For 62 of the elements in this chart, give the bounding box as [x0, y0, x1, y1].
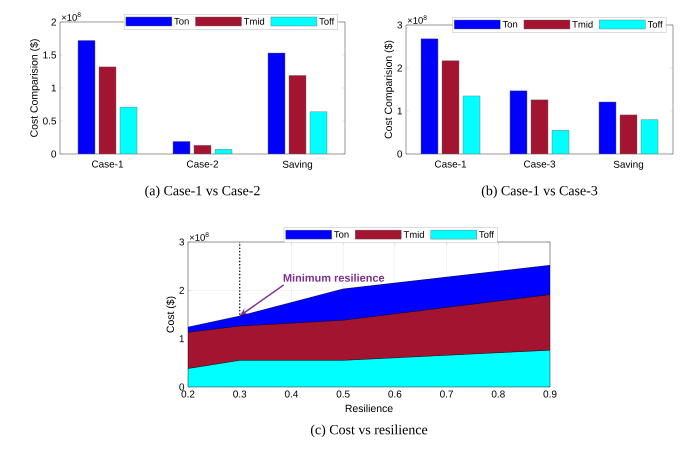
bar — [530, 100, 548, 154]
text: (b) Case-1 vs Case-3 — [482, 186, 598, 198]
y-tick-label: 0 — [397, 150, 402, 158]
bar — [268, 52, 286, 154]
text: ×10$^{8}$ — [190, 232, 209, 241]
x-tick-label: 0.9 — [543, 390, 556, 398]
y-axis-title: Cost Comparision ($) — [30, 39, 40, 137]
y-axis-title: Cost Comparision ($) — [384, 40, 394, 138]
y-tick-label: 0.5 — [43, 117, 56, 125]
y-tick-label: 3 — [397, 21, 402, 29]
y-tick-label: 1 — [398, 108, 402, 114]
y-tick-label: 0 — [179, 383, 184, 391]
y-tick-label: 3 — [179, 238, 184, 246]
x-tick-label: Case-2 — [186, 160, 218, 168]
legend-label: Ton — [334, 231, 349, 238]
x-tick-label: Case-3 — [524, 160, 556, 168]
bar — [420, 38, 438, 154]
text: ×10$^{8}$ — [408, 15, 427, 24]
y-axis-title: Cost ($) — [166, 296, 176, 333]
legend-label: Ton — [174, 18, 189, 25]
legend-label: Tmid — [404, 230, 424, 238]
x-tick-label: 0.8 — [492, 390, 505, 398]
bar — [120, 106, 138, 154]
legend-label: Tmid — [572, 20, 593, 28]
bar — [552, 130, 570, 154]
x-tick-label: 0.6 — [388, 390, 402, 398]
text: ×10$^{8}$ — [62, 12, 81, 21]
y-tick-label: 2 — [51, 18, 56, 26]
y-tick-label: 1 — [180, 335, 184, 342]
x-tick-label: 0.4 — [284, 390, 298, 398]
x-tick-label: 0.7 — [440, 390, 454, 398]
text: (c) Cost vs resilience — [310, 424, 428, 438]
y-tick-label: 1 — [52, 84, 56, 92]
legend-label: Toff — [319, 18, 334, 25]
x-tick-label: Case-1 — [92, 160, 124, 168]
text: (a) Case-1 vs Case-2 — [145, 186, 260, 198]
legend-label: Toff — [648, 20, 663, 28]
x-axis-title: Resilience — [346, 404, 393, 412]
bar — [510, 90, 528, 154]
bar — [288, 75, 306, 154]
bar — [98, 66, 116, 154]
y-tick-label: 2 — [397, 64, 402, 72]
y-tick-label: 1.5 — [43, 52, 56, 58]
bar — [640, 119, 658, 154]
x-tick-label: 0.2 — [181, 390, 194, 398]
bar — [78, 40, 96, 154]
x-tick-label: Saving — [614, 160, 644, 170]
x-tick-label: 0.5 — [336, 390, 350, 398]
legend-label: Ton — [502, 20, 518, 28]
bar — [442, 60, 460, 154]
legend-label: Toff — [479, 230, 494, 238]
bar — [310, 112, 328, 154]
x-tick-label: Case-1 — [434, 160, 466, 168]
bar — [462, 96, 480, 154]
x-tick-label: Saving — [282, 160, 312, 170]
x-tick-label: 0.3 — [233, 390, 246, 398]
legend-label: Tmid — [244, 18, 264, 25]
bar — [598, 102, 616, 154]
annotation: Minimum resilience — [284, 274, 384, 282]
bar — [620, 114, 638, 154]
y-tick-label: 2 — [179, 286, 184, 294]
y-tick-label: 0 — [51, 150, 56, 158]
